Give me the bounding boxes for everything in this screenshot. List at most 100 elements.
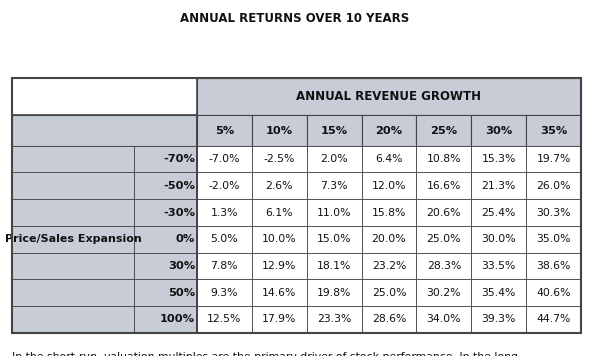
Text: 2.0%: 2.0% [320,154,348,164]
Text: 23.2%: 23.2% [372,261,406,271]
Text: 25.0%: 25.0% [372,288,407,298]
Text: 38.6%: 38.6% [536,261,571,271]
Bar [197,253,252,279]
Text: 40.6%: 40.6% [536,288,571,298]
Text: 19.8%: 19.8% [317,288,351,298]
Bar [471,115,526,146]
Bar [417,226,471,253]
Bar [197,173,252,199]
Bar [526,199,581,226]
Bar [471,199,526,226]
Bar [12,78,197,115]
Bar [471,226,526,253]
Bar [197,78,581,115]
Bar [526,306,581,333]
Bar [417,115,471,146]
Bar [526,146,581,173]
Bar [307,199,362,226]
Bar [362,226,417,253]
Bar [471,279,526,306]
Bar [12,253,134,279]
Text: 21.3%: 21.3% [481,181,516,191]
Text: 23.3%: 23.3% [317,314,351,325]
Text: 33.5%: 33.5% [481,261,516,271]
Text: 30%: 30% [168,261,195,271]
Bar [362,146,417,173]
Bar [252,146,307,173]
Bar [134,199,197,226]
Bar [197,279,252,306]
Bar [417,146,471,173]
Bar [307,253,362,279]
Bar [417,199,471,226]
Text: ANNUAL RETURNS OVER 10 YEARS: ANNUAL RETURNS OVER 10 YEARS [181,12,409,26]
Text: 39.3%: 39.3% [481,314,516,325]
Text: 11.0%: 11.0% [317,208,351,218]
Text: 1.3%: 1.3% [211,208,238,218]
Text: 9.3%: 9.3% [211,288,238,298]
Bar [471,306,526,333]
Bar [252,115,307,146]
Bar [362,279,417,306]
Text: 20%: 20% [375,126,402,136]
Text: 30.0%: 30.0% [481,234,516,244]
Bar [252,199,307,226]
Bar [417,279,471,306]
Text: 34.0%: 34.0% [427,314,461,325]
Text: 0%: 0% [176,234,195,244]
Bar [307,173,362,199]
Bar [362,253,417,279]
Bar [252,279,307,306]
Bar [197,199,252,226]
Bar [12,115,197,146]
Text: -70%: -70% [163,154,195,164]
Text: 25%: 25% [430,126,457,136]
Text: 10%: 10% [266,126,293,136]
Text: 12.9%: 12.9% [262,261,296,271]
Bar [526,115,581,146]
Bar [362,199,417,226]
Bar [362,306,417,333]
Text: 17.9%: 17.9% [262,314,296,325]
Bar [307,279,362,306]
Text: In the short-run, valuation multiples are the primary driver of stock performanc: In the short-run, valuation multiples ar… [12,352,522,356]
Text: 30.2%: 30.2% [427,288,461,298]
Text: 12.0%: 12.0% [372,181,407,191]
Text: 25.4%: 25.4% [481,208,516,218]
Text: 35.0%: 35.0% [536,234,571,244]
Bar [12,226,134,253]
Text: 6.1%: 6.1% [266,208,293,218]
Bar [134,226,197,253]
Bar [471,173,526,199]
Text: -50%: -50% [163,181,195,191]
Bar [307,226,362,253]
Text: 10.0%: 10.0% [262,234,297,244]
Text: 10.8%: 10.8% [427,154,461,164]
Bar [134,253,197,279]
Text: 5%: 5% [215,126,234,136]
Bar [307,306,362,333]
Bar [134,306,197,333]
Text: 6.4%: 6.4% [375,154,403,164]
Text: -2.0%: -2.0% [208,181,240,191]
Text: 7.8%: 7.8% [211,261,238,271]
Bar [526,279,581,306]
Bar [471,146,526,173]
Text: 15%: 15% [320,126,348,136]
Bar [417,306,471,333]
Bar [307,146,362,173]
Bar [526,226,581,253]
Text: 28.6%: 28.6% [372,314,406,325]
Text: Price/Sales Expansion: Price/Sales Expansion [5,234,142,244]
Bar [12,115,197,333]
Text: 15.8%: 15.8% [372,208,406,218]
Text: 2.6%: 2.6% [266,181,293,191]
Bar [12,306,134,333]
Bar [197,226,252,253]
Text: 20.6%: 20.6% [427,208,461,218]
Bar [12,199,134,226]
Bar [12,146,134,173]
Text: -7.0%: -7.0% [208,154,240,164]
Bar [197,115,252,146]
Text: 26.0%: 26.0% [536,181,571,191]
